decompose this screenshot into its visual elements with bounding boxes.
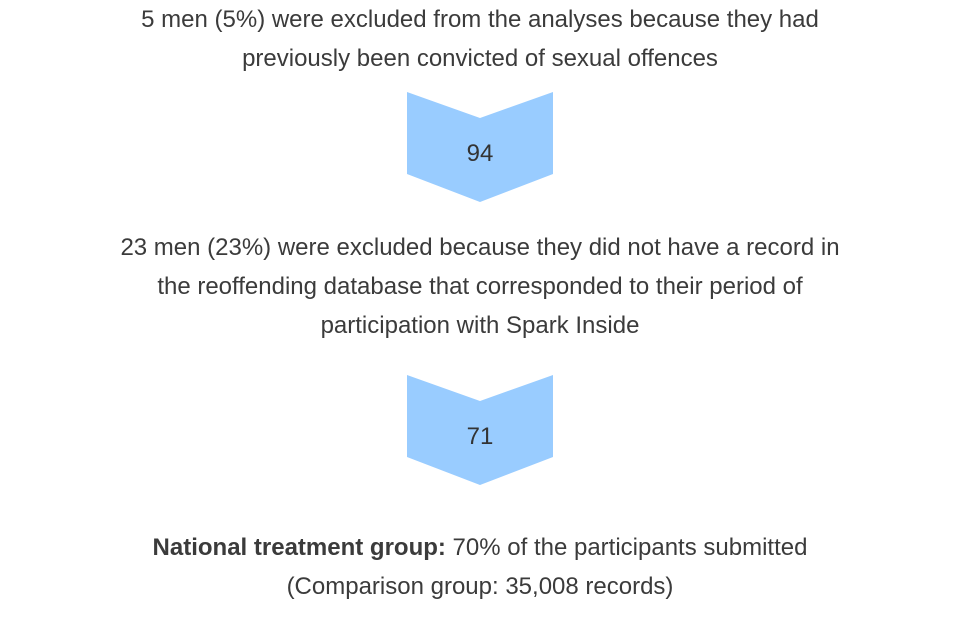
count-arrow-71: 71	[407, 375, 553, 485]
exclusion-step-no-record: 23 men (23%) were excluded because they …	[80, 228, 880, 345]
step-line: participation with Spark Inside	[320, 312, 640, 339]
treatment-group-text: 70% of the participants submitted	[445, 534, 808, 561]
step-line: previously been convicted of sexual offe…	[242, 45, 718, 72]
down-chevron-arrow-shape	[407, 375, 553, 485]
arrow-count-label: 94	[466, 140, 494, 167]
step-line: 5 men (5%) were excluded from the analys…	[141, 6, 819, 33]
step-line: the reoffending database that correspond…	[157, 273, 803, 300]
count-arrow-94: 94	[407, 92, 553, 202]
final-treatment-group-step: National treatment group: 70% of the par…	[80, 528, 880, 606]
treatment-group-label: National treatment group:	[152, 534, 446, 561]
arrow-count-label: 71	[466, 423, 494, 450]
comparison-group-text: (Comparison group: 35,008 records)	[286, 573, 674, 600]
down-chevron-arrow-shape	[407, 92, 553, 202]
step-line: National treatment group: 70% of the par…	[80, 528, 880, 567]
step-line: 23 men (23%) were excluded because they …	[120, 234, 840, 261]
exclusion-step-sexual-offences: 5 men (5%) were excluded from the analys…	[80, 0, 880, 78]
